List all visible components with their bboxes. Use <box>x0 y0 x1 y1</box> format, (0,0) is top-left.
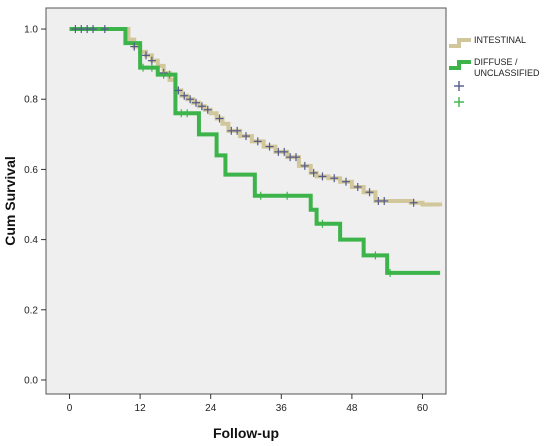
censor-mark <box>265 142 274 151</box>
censor-mark <box>300 161 309 170</box>
censor-mark <box>142 51 150 60</box>
censor-mark <box>233 126 242 135</box>
censor-mark <box>183 109 192 118</box>
censor-mark <box>309 168 318 177</box>
censor-mark <box>147 63 156 72</box>
censor-mark <box>253 137 262 146</box>
censor-mark <box>365 188 374 197</box>
censor-mark <box>292 153 300 162</box>
censor-marks <box>71 25 418 277</box>
y-axis-title: Cum Survival <box>2 156 18 245</box>
x-tick-label: 60 <box>417 403 429 414</box>
censor-mark <box>386 268 395 277</box>
censor-mark <box>342 177 350 186</box>
legend-item-0: INTESTINAL <box>449 35 526 48</box>
censor-mark <box>186 95 195 104</box>
y-tick-label: 0.2 <box>24 305 38 316</box>
censor-mark <box>371 251 380 260</box>
legend: INTESTINAL DIFFUSE / UNCLASSIFIED <box>449 35 540 107</box>
legend-censor-mark-1 <box>454 97 464 107</box>
x-tick-label: 48 <box>346 403 358 414</box>
x-tick-label: 24 <box>205 403 217 414</box>
censor-mark <box>203 105 212 114</box>
censor-mark <box>330 174 339 183</box>
censor-mark <box>318 172 327 181</box>
axis-ticks: 0 12 24 36 48 60 0.0 0.2 0.4 0.6 0.8 1.0 <box>24 25 428 414</box>
censor-mark <box>256 191 265 200</box>
x-tick-label: 0 <box>67 403 73 414</box>
legend-label: INTESTINAL <box>474 35 526 45</box>
censor-mark <box>147 56 156 65</box>
censor-mark <box>353 182 362 191</box>
y-tick-label: 1.0 <box>24 25 38 36</box>
censor-mark <box>130 42 139 51</box>
censor-mark <box>380 197 389 205</box>
x-tick-label: 12 <box>135 403 147 414</box>
censor-mark <box>280 147 289 156</box>
censor-mark <box>174 86 183 95</box>
y-tick-label: 0.6 <box>24 165 38 176</box>
y-tick-label: 0.4 <box>24 235 38 246</box>
y-tick-label: 0.0 <box>24 375 38 386</box>
censor-mark <box>242 132 250 141</box>
censor-mark <box>215 114 224 123</box>
censor-mark <box>192 98 200 107</box>
censor-mark <box>197 102 206 111</box>
legend-item-1: DIFFUSE / UNCLASSIFIED <box>449 57 540 78</box>
censor-mark <box>318 219 327 228</box>
censor-mark <box>283 191 292 200</box>
censor-mark <box>139 63 148 72</box>
x-axis-title: Follow-up <box>213 425 279 441</box>
legend-swatch <box>449 38 471 48</box>
legend-censor-mark-0 <box>454 81 464 91</box>
legend-label: DIFFUSE / UNCLASSIFIED <box>474 57 540 78</box>
censor-mark <box>409 198 418 207</box>
x-tick-label: 36 <box>276 403 288 414</box>
y-tick-label: 0.8 <box>24 95 38 106</box>
censor-mark <box>89 25 98 34</box>
legend-swatch <box>449 60 471 70</box>
censor-mark <box>100 25 109 34</box>
censor-mark <box>165 70 174 79</box>
censor-mark <box>180 91 189 100</box>
